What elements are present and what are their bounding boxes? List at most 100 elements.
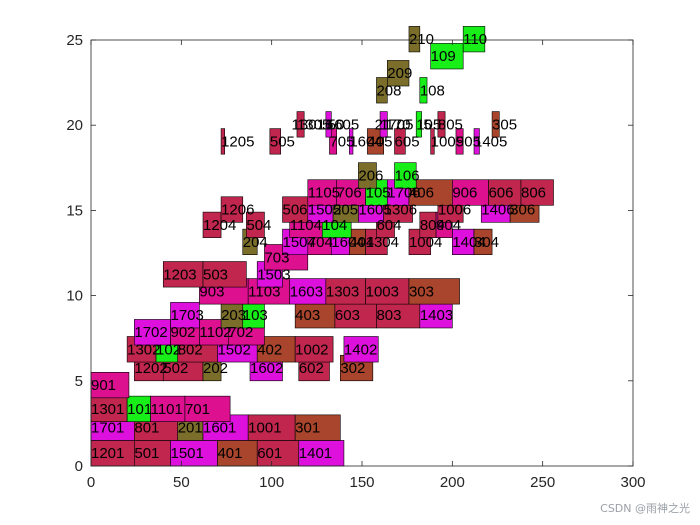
- task-label: 603: [335, 307, 360, 324]
- task-bar: [520, 179, 554, 206]
- task-bar: [408, 278, 460, 305]
- task-bar: [488, 179, 522, 206]
- task-label: 601: [257, 445, 282, 462]
- task-label: 102: [156, 341, 181, 358]
- task-bar: [329, 128, 338, 155]
- task-label: 1003: [366, 283, 399, 300]
- overlay-label: 5: [423, 116, 431, 133]
- task-bar: [349, 128, 354, 155]
- labels-layer: 1201 501 1501 401 601 1401 1701 801 201 1601 1001 3…: [91, 31, 546, 462]
- task-label: 901: [91, 377, 116, 394]
- task-label: 105: [366, 185, 391, 202]
- task-label: 504: [246, 217, 271, 234]
- task-label: 1005: [431, 133, 464, 150]
- task-label: 1002: [295, 341, 328, 358]
- task-label: 306: [510, 202, 535, 219]
- x-tick-label: 100: [259, 474, 284, 491]
- overlay-label: 170: [385, 116, 410, 133]
- task-label: 1206: [221, 202, 254, 219]
- task-bar: [90, 371, 130, 399]
- task-label: 109: [431, 48, 456, 65]
- task-label: 1302: [127, 341, 160, 358]
- y-tick-label: 0: [75, 458, 83, 475]
- task-label: 402: [257, 341, 282, 358]
- task-bar: [452, 179, 489, 206]
- task-label: 1306: [384, 202, 417, 219]
- task-label: 101: [127, 401, 152, 418]
- x-tick-label: 250: [530, 474, 555, 491]
- task-label: 706: [337, 185, 362, 202]
- task-bar: [367, 128, 384, 155]
- task-label: 1401: [299, 445, 332, 462]
- task-label: 503: [203, 266, 228, 283]
- task-label: 904: [436, 217, 461, 234]
- task-label: 301: [295, 420, 320, 437]
- task-label: 1104: [290, 217, 322, 234]
- task-label: 1505: [308, 202, 341, 219]
- task-label: 405: [367, 133, 392, 150]
- bars-layer: [90, 26, 554, 467]
- watermark: CSDN @雨神之光: [600, 502, 690, 515]
- task-bar: [343, 336, 379, 363]
- task-label: 902: [170, 324, 195, 341]
- task-bar: [184, 395, 231, 422]
- task-bar: [394, 162, 417, 189]
- task-bar: [294, 302, 336, 329]
- task-label: 1105: [308, 185, 340, 202]
- task-label: 1405: [474, 133, 507, 150]
- task-bar: [246, 211, 265, 238]
- task-label: 505: [270, 133, 295, 150]
- task-bar: [325, 278, 366, 305]
- task-label: 105: [416, 116, 441, 133]
- task-label: 1103: [248, 283, 280, 300]
- task-label: 1303: [326, 283, 359, 300]
- task-bar: [430, 43, 464, 70]
- task-label: 1603: [290, 283, 323, 300]
- task-bar: [220, 196, 244, 223]
- task-bar: [90, 440, 135, 467]
- task-bar: [296, 111, 305, 138]
- task-label: 1201: [91, 445, 124, 462]
- task-label: 1501: [170, 445, 203, 462]
- task-label: 903: [199, 283, 224, 300]
- task-label: 1601: [203, 420, 236, 437]
- task-bar: [473, 128, 480, 155]
- task-label: 806: [521, 185, 546, 202]
- task-label: 104: [322, 217, 347, 234]
- task-label: 1205: [221, 133, 254, 150]
- task-bar: [325, 111, 332, 138]
- task-label: 705: [329, 133, 354, 150]
- task-label: 205: [333, 202, 358, 219]
- task-label: 404: [349, 234, 374, 251]
- task-label: 208: [376, 82, 401, 99]
- task-bar: [365, 278, 410, 305]
- task-bar: [282, 196, 309, 223]
- overlay-label: 16: [317, 116, 334, 133]
- y-tick-label: 20: [66, 117, 83, 134]
- task-label: 1504: [283, 234, 316, 251]
- task-label: 103: [243, 307, 268, 324]
- task-bar: [358, 162, 377, 189]
- task-bar: [247, 414, 296, 441]
- task-label: 1004: [409, 234, 442, 251]
- task-label: 1503: [257, 266, 290, 283]
- task-label: 1502: [217, 341, 250, 358]
- task-bar: [430, 128, 435, 155]
- x-tick-label: 150: [349, 474, 374, 491]
- overlay-label: 50: [328, 116, 345, 133]
- task-label: 1204: [203, 217, 236, 234]
- task-label: 106: [395, 167, 420, 184]
- task-label: 1604: [349, 133, 382, 150]
- task-bar: [473, 228, 493, 256]
- task-bar: [170, 302, 200, 329]
- task-label: 1101: [151, 401, 183, 418]
- task-label: 906: [452, 185, 477, 202]
- task-label: 606: [488, 185, 513, 202]
- task-bar: [386, 60, 410, 87]
- task-label: 203: [221, 307, 246, 324]
- task-label: 1706: [387, 185, 420, 202]
- task-label: 1703: [170, 307, 203, 324]
- task-label: 1705: [380, 116, 413, 133]
- task-label: 801: [134, 420, 159, 437]
